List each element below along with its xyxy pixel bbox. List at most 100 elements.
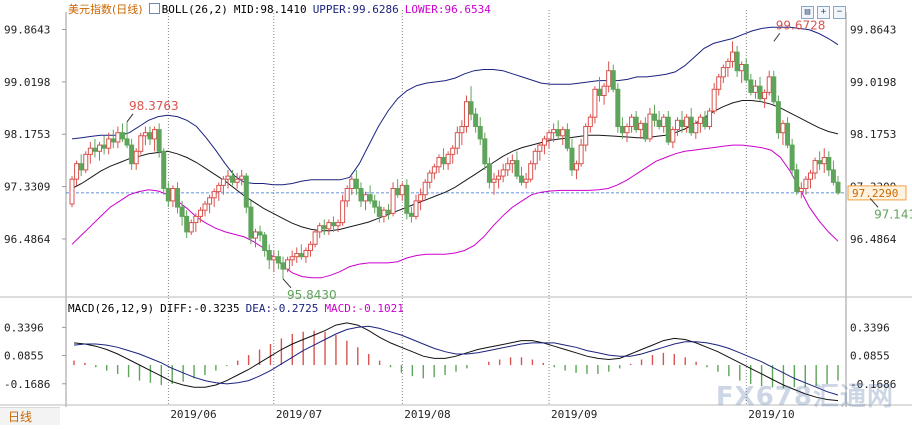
boll-upper-line [71,26,839,186]
candle-body [97,144,103,152]
boll-lower-line [71,144,839,279]
candle-body [656,119,662,128]
candle-body [463,101,469,127]
candle-body [234,178,240,183]
candle-body [152,129,158,140]
plus-icon[interactable]: + [817,6,830,19]
candle-body [335,222,341,227]
candle-body [340,200,346,224]
candle-body [500,169,506,177]
candle-body [179,206,185,217]
candle-body [450,147,456,155]
candle-body [243,175,249,208]
month-label: 2019/06 [170,408,216,421]
candle-body [771,76,777,103]
candle-body [670,129,676,143]
candle-body [775,101,781,134]
mid-label: MID:98.1410 [233,3,307,16]
candle-body [312,231,318,245]
candle-body [794,169,800,193]
candle-body [519,175,525,183]
candle-body [780,122,786,134]
candle-body [381,209,387,217]
price-tick-right: 98.1753 [850,128,896,141]
candle-body [537,144,543,152]
candle-body [239,175,245,180]
candle-body [427,172,433,183]
candle-body [165,188,171,202]
candle-body [509,160,515,165]
symbol-label: 美元指数(日线) [68,3,143,16]
macd-diff-line [73,322,839,402]
candle-body [743,64,749,81]
candle-body [555,129,561,137]
price-legend: 美元指数(日线) BOLL(26,2) MID:98.1410 UPPER:99.62… [68,3,497,17]
month-label: 2019/09 [551,408,597,421]
candle-body [720,67,726,78]
candle-body [363,194,369,202]
macd-tick-right: 0.0855 [850,350,890,363]
candle-body [532,150,538,165]
candle-body [615,88,621,128]
macd-tick-left: -0.1686 [4,378,50,391]
candle-body [528,163,534,180]
candle-body [248,206,254,239]
candle-body [766,76,772,93]
month-label: 2019/08 [404,408,450,421]
candle-body [376,206,382,217]
candle-body [74,163,80,180]
candle-body [739,64,745,72]
candle-body [551,129,557,134]
price-tick-left: 97.3309 [4,181,50,194]
candle-body [220,178,226,186]
candle-body [317,225,323,233]
candle-body [271,256,277,261]
candle-body [431,166,437,174]
annotation-arrow [282,278,292,289]
candle-body [207,197,213,205]
candle-body [147,132,153,140]
month-label: 2019/07 [276,408,322,421]
candle-body [702,116,708,127]
candle-body [587,116,593,127]
candle-body [367,194,373,202]
candle-body [230,175,236,183]
minus-icon[interactable]: − [833,6,846,19]
price-annotation: 98.3763 [129,99,179,113]
candle-body [422,181,428,196]
candle-body [101,144,107,149]
candle-body [707,110,713,127]
candle-body [661,116,667,127]
price-tick-right: 96.4864 [850,233,897,246]
candle-body [711,88,717,112]
candle-body [514,160,520,177]
month-label: 2019/10 [748,408,794,421]
candle-body [647,113,653,140]
candle-body [541,138,547,146]
macd-title: MACD(26,12,9) [68,302,155,315]
candle-body [418,194,424,202]
candle-body [546,132,552,140]
candle-body [789,144,795,171]
candle-body [344,188,350,202]
book-icon[interactable]: ▤ [801,6,814,19]
candle-body [807,172,813,180]
candle-body [285,259,291,270]
candle-body [211,191,217,199]
candle-body [757,85,763,100]
candle-body [124,138,130,146]
candle-body [486,163,492,183]
candle-body [592,88,598,118]
candle-body [633,116,639,131]
candle-body [303,250,309,258]
price-tick-right: 99.0198 [850,76,896,89]
period-tab[interactable]: 日线 [0,407,60,425]
candle-body [436,157,442,168]
candle-body [835,181,841,194]
candle-body [725,60,731,69]
candle-body [404,184,410,214]
candle-body [482,138,488,165]
price-tick-left: 96.4864 [4,233,51,246]
